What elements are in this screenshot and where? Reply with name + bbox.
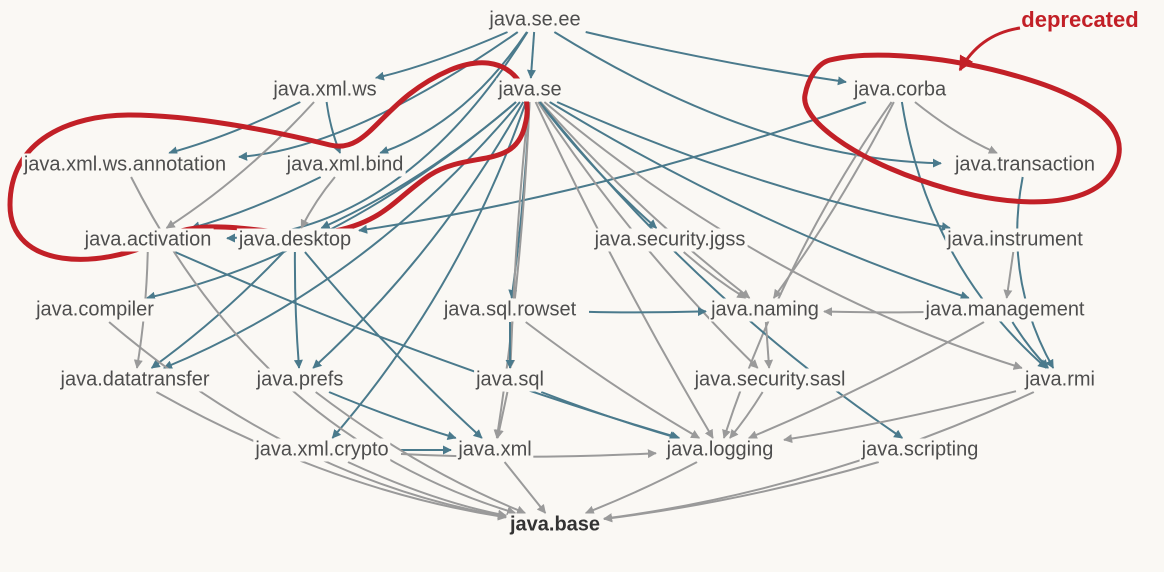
edge (539, 102, 656, 228)
node-java-se-ee: java.se.ee (487, 9, 582, 32)
edge (915, 102, 997, 153)
edge (526, 322, 700, 438)
node-java-transaction: java.transaction (953, 154, 1097, 177)
edge (152, 252, 284, 368)
node-java-scripting: java.scripting (860, 439, 981, 462)
edge (131, 177, 515, 513)
edge (147, 102, 516, 298)
deprecated-annotation: deprecated (1021, 7, 1138, 33)
edge (505, 462, 546, 513)
edge (541, 392, 678, 438)
node-java-management: java.management (924, 299, 1087, 322)
edge (541, 102, 750, 298)
edge (227, 32, 527, 238)
edges-layer (0, 0, 1164, 572)
node-java-instrument: java.instrument (945, 229, 1085, 252)
node-java-rmi: java.rmi (1023, 369, 1097, 392)
edge (589, 311, 706, 312)
edge (305, 252, 482, 438)
edge (586, 32, 846, 82)
node-java-corba: java.corba (852, 79, 948, 102)
edge (376, 32, 508, 78)
edge (774, 102, 894, 298)
edge (295, 252, 299, 368)
node-java-security-jgss: java.security.jgss (593, 229, 748, 252)
node-java-prefs: java.prefs (255, 369, 346, 392)
edge (557, 102, 950, 228)
edge (730, 392, 763, 438)
node-java-compiler: java.compiler (34, 299, 156, 322)
node-java-security-sasl: java.security.sasl (693, 369, 848, 392)
edge (766, 322, 769, 368)
edge (175, 252, 679, 438)
edge (684, 252, 746, 298)
edge (327, 102, 340, 153)
node-java-logging: java.logging (665, 439, 776, 462)
node-java-naming: java.naming (709, 299, 821, 322)
edge (510, 102, 528, 368)
node-java-se: java.se (496, 79, 563, 102)
node-java-xml-ws-annotation: java.xml.ws.annotation (22, 154, 228, 177)
edge (109, 322, 506, 517)
edge (169, 102, 300, 153)
node-java-sql-rowset: java.sql.rowset (442, 299, 578, 322)
node-java-xml: java.xml (456, 439, 533, 462)
edge (329, 392, 456, 438)
edge (536, 102, 713, 438)
edge (191, 177, 320, 228)
node-java-xml-ws: java.xml.ws (271, 79, 378, 102)
edge (604, 462, 879, 519)
edge (1012, 322, 1048, 368)
edge (301, 177, 335, 228)
edge (586, 462, 697, 513)
edge (512, 102, 530, 298)
deprecated-region (0, 0, 1164, 572)
node-java-activation: java.activation (83, 229, 214, 252)
edge (824, 311, 926, 312)
module-dependency-diagram: java.se.ee java.xml.ws java.se java.corba ja… (0, 0, 1164, 572)
node-java-xml-bind: java.xml.bind (285, 154, 406, 177)
edge (498, 392, 508, 438)
edge (550, 102, 969, 298)
node-java-sql: java.sql (474, 369, 546, 392)
edge (1017, 177, 1053, 368)
edge (359, 102, 866, 231)
node-java-desktop: java.desktop (237, 229, 353, 252)
edge (348, 462, 506, 516)
node-java-datatransfer: java.datatransfer (59, 369, 212, 392)
edge (784, 391, 1016, 440)
node-java-xml-crypto: java.xml.crypto (253, 439, 390, 462)
edge (1007, 252, 1014, 298)
node-java-base: java.base (508, 514, 602, 537)
edge (531, 32, 534, 78)
